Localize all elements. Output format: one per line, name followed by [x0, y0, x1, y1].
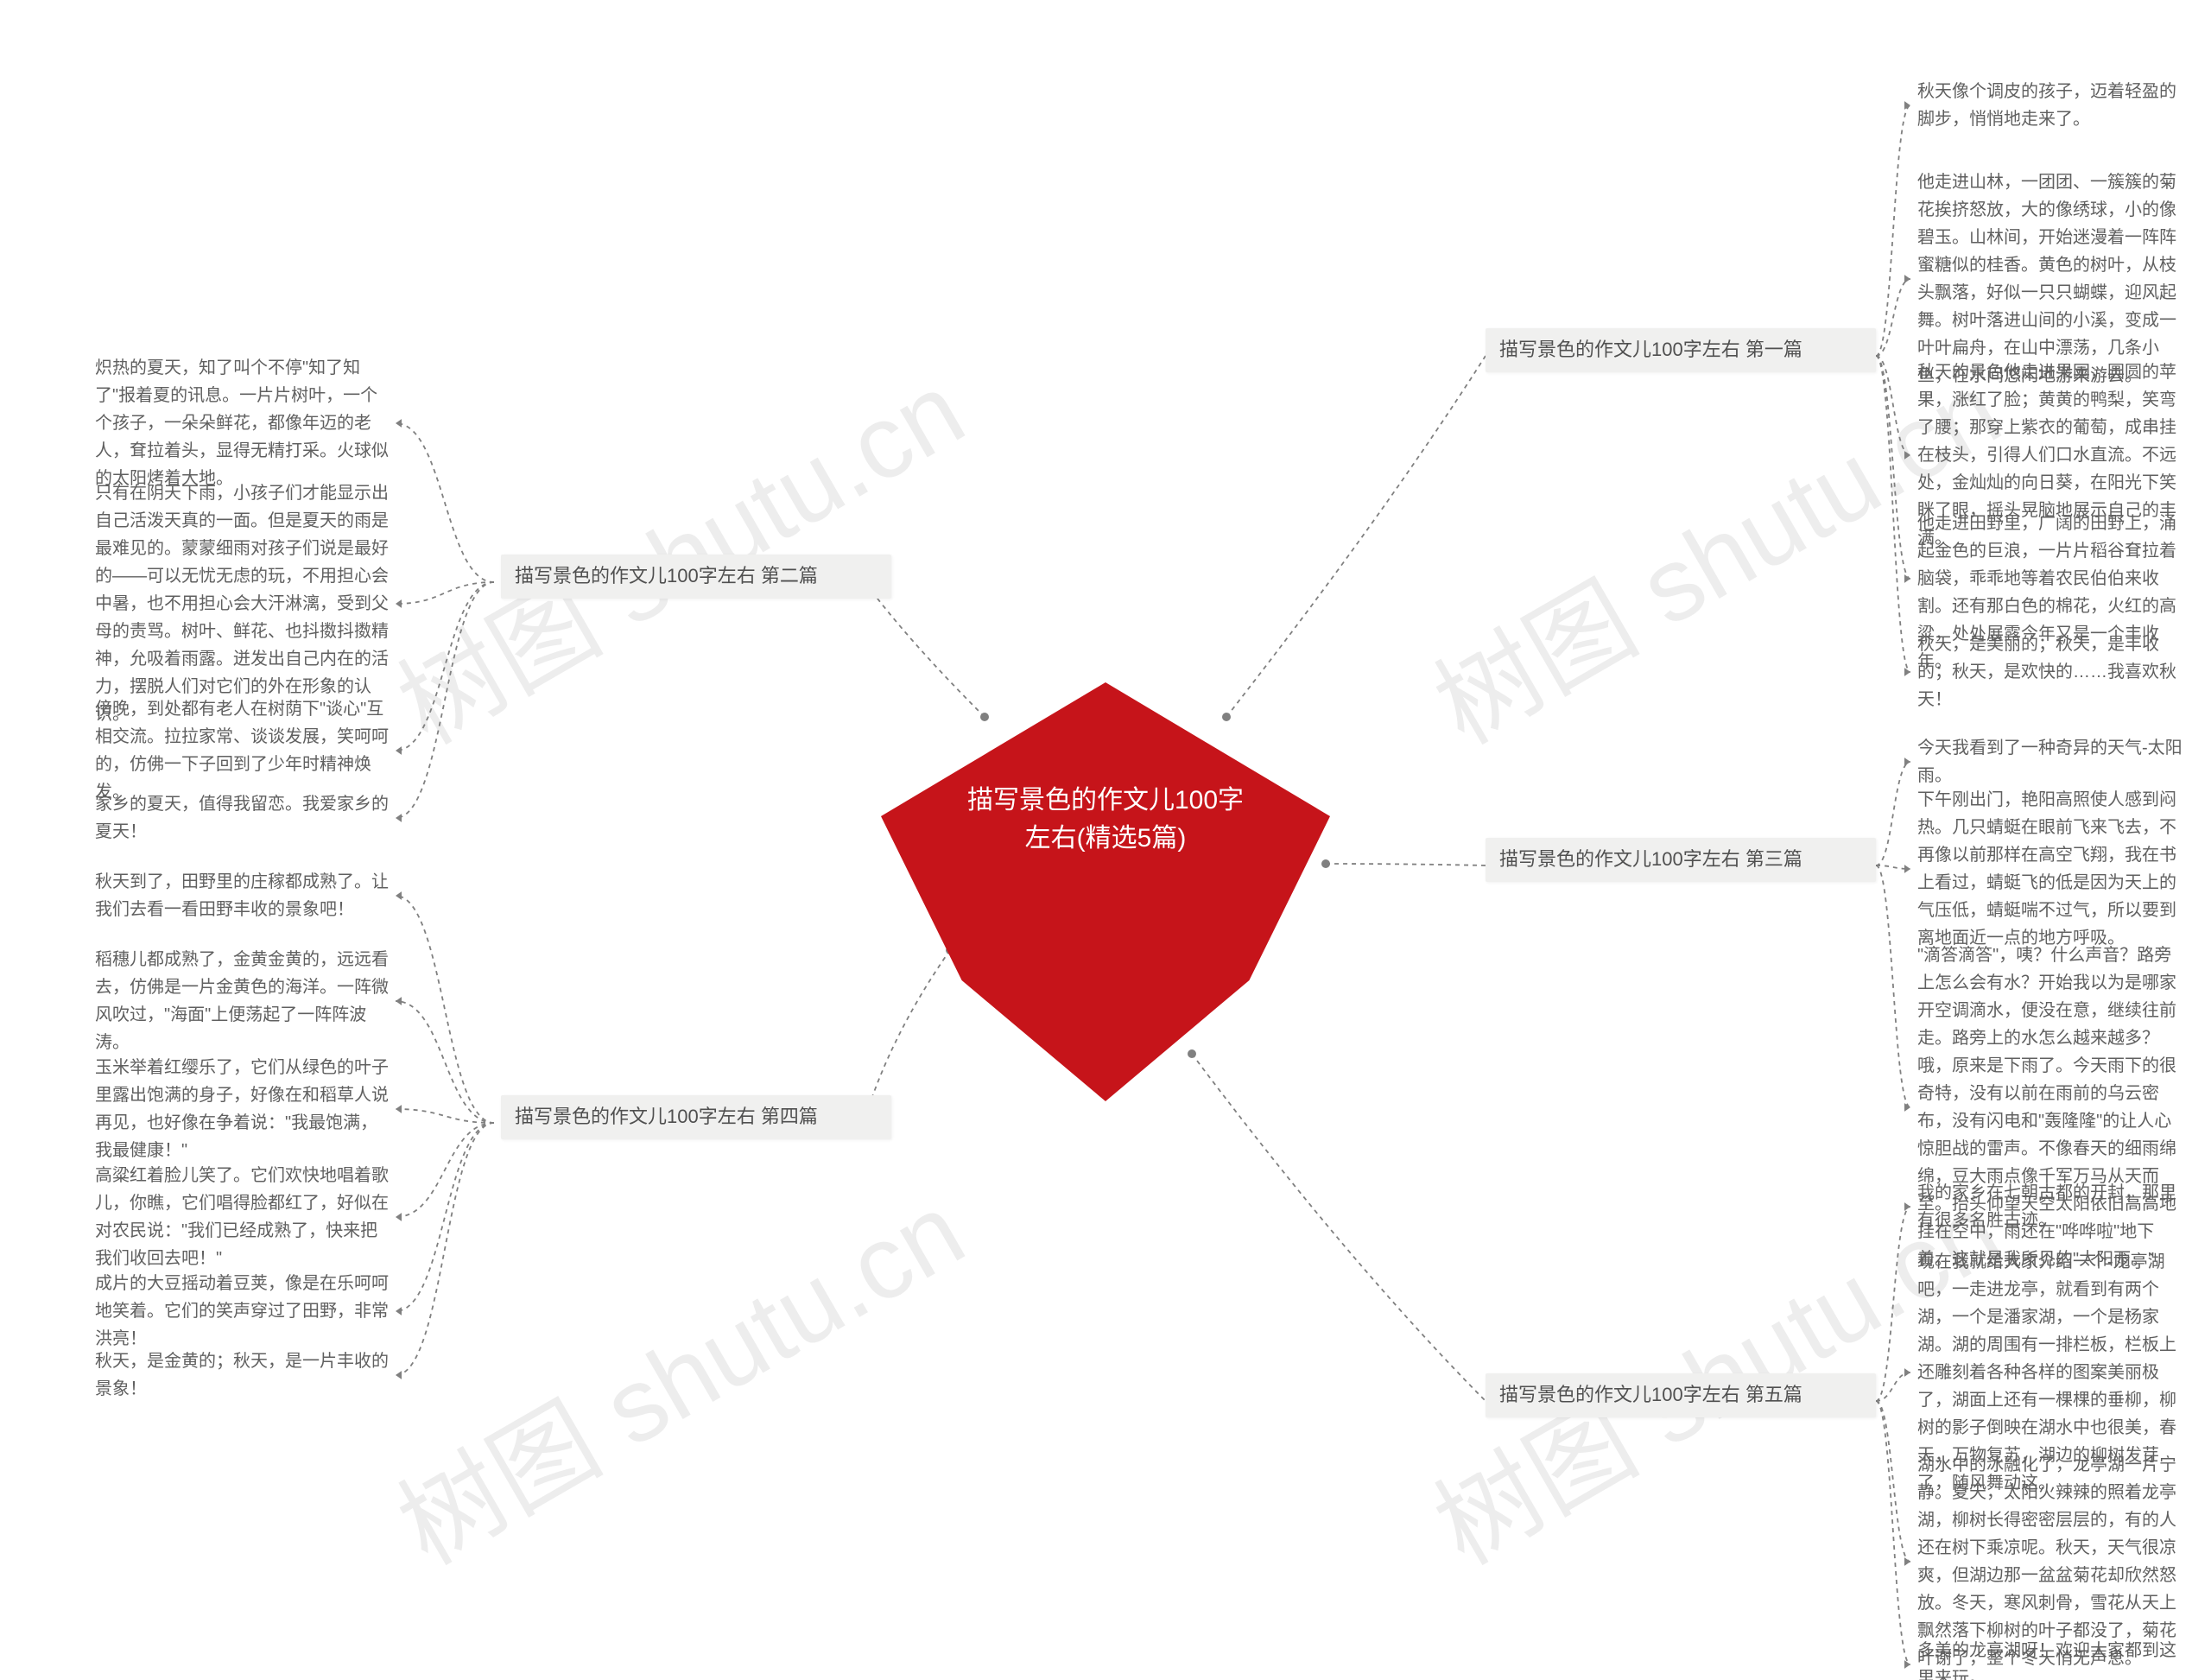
leaf-node: 只有在阴天下雨，小孩子们才能显示出自己活泼天真的一面。但是夏天的雨是最难见的。蒙… — [95, 479, 389, 728]
mindmap-canvas: 树图 shutu.cn 树图 shutu.cn 树图 shutu.cn 树图 s… — [0, 0, 2211, 1680]
branch-node: 描写景色的作文儿100字左右 第五篇 — [1486, 1373, 1876, 1417]
leaf-node: 家乡的夏天，值得我留恋。我爱家乡的夏天！ — [95, 790, 389, 846]
leaf-node: 玉米举着红缨乐了，它们从绿色的叶子里露出饱满的身子，好像在和稻草人说再见，也好像… — [95, 1054, 389, 1164]
leaf-node: 秋天，是美丽的；秋天，是丰收的；秋天，是欢快的……我喜欢秋天！ — [1917, 631, 2185, 713]
branch-node: 描写景色的作文儿100字左右 第一篇 — [1486, 328, 1876, 372]
leaf-node: 秋天像个调皮的孩子，迈着轻盈的脚步，悄悄地走来了。 — [1917, 78, 2185, 133]
leaf-node: 稻穗儿都成熟了，金黄金黄的，远远看去，仿佛是一片金黄色的海洋。一阵微风吹过，"海… — [95, 946, 389, 1056]
branch-node: 描写景色的作文儿100字左右 第二篇 — [501, 555, 891, 599]
center-title-line2: 左右(精选5篇) — [1025, 824, 1187, 853]
watermark: 树图 shutu.cn — [367, 1149, 986, 1593]
leaf-node: 秋天到了，田野里的庄稼都成熟了。让我们去看一看田野丰收的景象吧！ — [95, 868, 389, 923]
leaf-node: 炽热的夏天，知了叫个不停"知了知了"报着夏的讯息。一片片树叶，一个个孩子，一朵朵… — [95, 354, 389, 492]
leaf-node: 秋天，是金黄的；秋天，是一片丰收的景象！ — [95, 1347, 389, 1403]
branch-node: 描写景色的作文儿100字左右 第四篇 — [501, 1095, 891, 1139]
center-title: 描写景色的作文儿100字 左右(精选5篇) — [881, 782, 1330, 857]
center-title-line1: 描写景色的作文儿100字 — [967, 786, 1244, 815]
leaf-node: 傍晚，到处都有老人在树荫下"谈心"互相交流。拉拉家常、谈谈发展，笑呵呵的，仿佛一… — [95, 695, 389, 806]
leaf-node: 他走进山林，一团团、一簇簇的菊花挨挤怒放，大的像绣球，小的像碧玉。山林间，开始迷… — [1917, 168, 2185, 390]
leaf-node: 今天我看到了一种奇异的天气-太阳雨。 — [1917, 734, 2185, 789]
leaf-node: 高粱红着脸儿笑了。它们欢快地唱着歌儿，你瞧，它们唱得脸都红了，好似在对农民说："… — [95, 1162, 389, 1272]
leaf-node: 成片的大豆摇动着豆荚，像是在乐呵呵地笑着。它们的笑声穿过了田野，非常洪亮！ — [95, 1270, 389, 1353]
leaf-node: 多美的龙亭湖呀！欢迎大家都到这里来玩。 — [1917, 1637, 2185, 1680]
branch-node: 描写景色的作文儿100字左右 第三篇 — [1486, 838, 1876, 882]
leaf-node: 下午刚出门，艳阳高照使人感到闷热。几只蜻蜓在眼前飞来飞去，不再像以前那样在高空飞… — [1917, 786, 2185, 952]
leaf-node: 我的家乡在七朝古都的开封，那里有很多名胜古迹。 — [1917, 1179, 2185, 1234]
center-node — [881, 669, 1330, 1101]
